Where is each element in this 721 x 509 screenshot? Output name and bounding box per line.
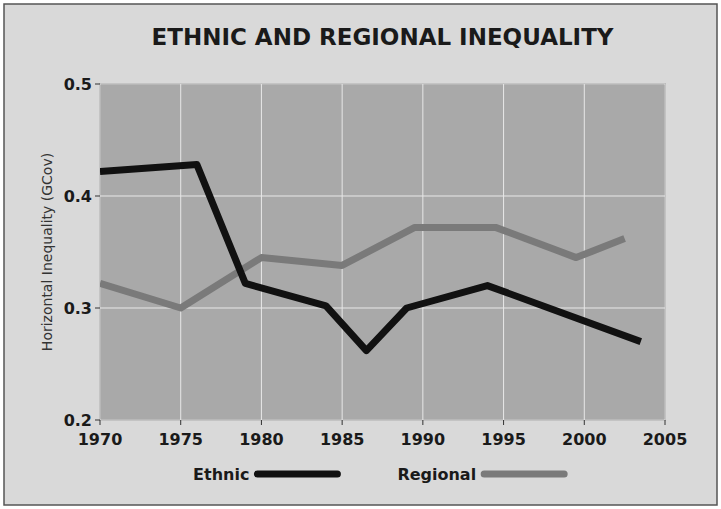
grid-line xyxy=(342,84,343,420)
series-line xyxy=(100,227,625,308)
title: ETHNIC AND REGIONAL INEQUALITY xyxy=(151,24,613,50)
tick xyxy=(342,420,343,425)
x-tick-label: 1990 xyxy=(401,430,446,449)
tick xyxy=(503,420,504,425)
x-tick-label: 1985 xyxy=(320,430,365,449)
legend-swatch xyxy=(257,471,337,478)
grid-line xyxy=(261,84,262,420)
tick xyxy=(100,420,101,425)
legend-swatch xyxy=(484,471,564,478)
y-axis-title: Horizontal Inequality (GCov) xyxy=(39,153,55,351)
x-tick-label: 1980 xyxy=(239,430,284,449)
x-tick-label: 1970 xyxy=(78,430,123,449)
grid-line xyxy=(665,84,666,420)
legend: Ethnic Regional xyxy=(193,465,564,484)
x-tick-label: 1995 xyxy=(481,430,526,449)
grid xyxy=(100,84,665,420)
frame-background xyxy=(4,4,717,505)
y-tick-label: 0.2 xyxy=(64,411,92,430)
tick xyxy=(422,420,423,425)
legend-label: Ethnic xyxy=(193,465,249,484)
tick xyxy=(95,84,100,85)
tick xyxy=(584,420,585,425)
legend-label: Regional xyxy=(397,465,476,484)
y-tick-label: 0.4 xyxy=(64,187,92,206)
tick xyxy=(95,196,100,197)
x-tick-label: 2005 xyxy=(643,430,688,449)
tick xyxy=(180,420,181,425)
y-tick-label: 0.5 xyxy=(64,75,92,94)
x-tick-label: 1975 xyxy=(158,430,203,449)
grid-line xyxy=(100,196,665,197)
series-group xyxy=(100,165,641,351)
tick xyxy=(665,420,666,425)
series-line xyxy=(100,165,641,351)
tick xyxy=(95,308,100,309)
chart: ETHNIC AND REGIONAL INEQUALITY 1970 1975 19… xyxy=(0,0,721,509)
plot-area xyxy=(100,84,665,420)
grid-line xyxy=(100,84,665,85)
x-tick-label: 2000 xyxy=(562,430,607,449)
y-tick-label: 0.3 xyxy=(64,299,92,318)
tick xyxy=(95,420,100,421)
grid-line xyxy=(422,84,423,420)
grid-line xyxy=(503,84,504,420)
grid-line xyxy=(100,420,665,421)
grid-line xyxy=(100,84,101,420)
grid-line xyxy=(180,84,181,420)
tick xyxy=(261,420,262,425)
